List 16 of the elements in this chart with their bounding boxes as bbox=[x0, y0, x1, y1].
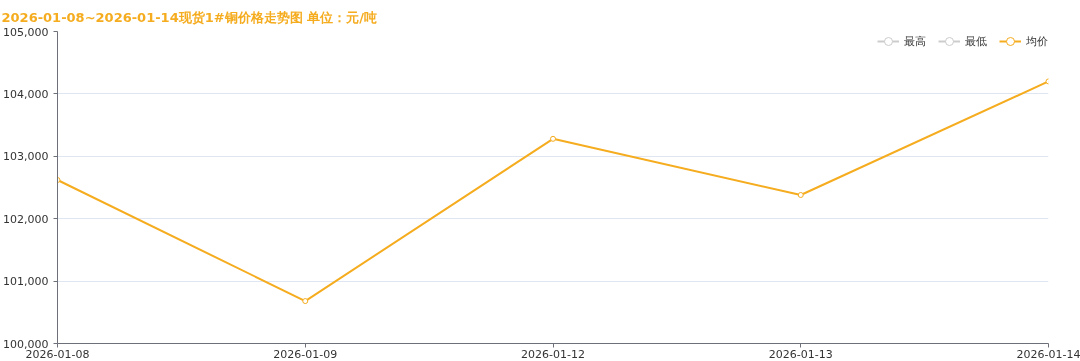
x-tick-label: 2026-01-13 bbox=[768, 347, 833, 361]
legend-label: 最低 bbox=[965, 33, 987, 49]
y-tick-label: 105,000 bbox=[3, 25, 49, 39]
legend-label: 最高 bbox=[904, 33, 926, 49]
y-tick-label: 104,000 bbox=[3, 87, 49, 101]
x-tick-label: 2026-01-14 bbox=[1016, 347, 1080, 361]
point bbox=[797, 191, 804, 198]
x-tick-label: 2026-01-12 bbox=[521, 347, 585, 361]
y-tick-label: 103,000 bbox=[3, 150, 49, 164]
point bbox=[302, 298, 309, 305]
y-tick-label: 102,000 bbox=[3, 212, 49, 226]
y-tick-label: 101,000 bbox=[3, 275, 49, 289]
legend-label: 均价 bbox=[1026, 33, 1048, 49]
point bbox=[550, 135, 556, 142]
chart-title: 2026-01-08~2026-01-14现货1#铜价格走势图 单位：元/吨 bbox=[1, 9, 377, 25]
x-tick-label: 2026-01-09 bbox=[273, 347, 338, 361]
